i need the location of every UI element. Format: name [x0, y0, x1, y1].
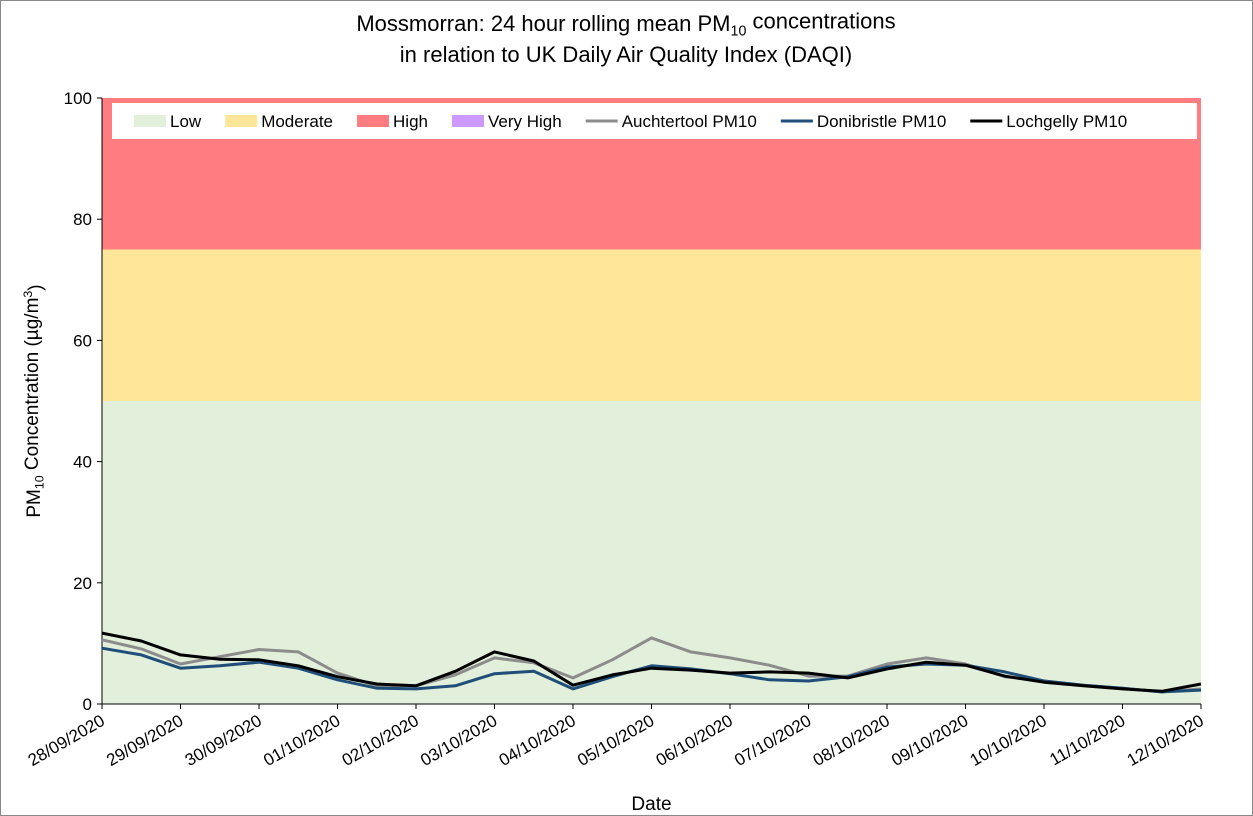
legend-swatch: [134, 115, 166, 127]
y-tick-label: 20: [73, 574, 92, 593]
y-tick-label: 80: [73, 210, 92, 229]
legend-label: Moderate: [261, 112, 333, 131]
chart-title: Mossmorran: 24 hour rolling mean PM10 co…: [356, 9, 895, 40]
legend-swatch: [357, 115, 390, 127]
series-line: [101, 631, 1202, 693]
y-tick-label: 60: [73, 331, 92, 350]
legend-label: Low: [170, 112, 202, 131]
band: [102, 249, 1201, 401]
legend-label: High: [393, 112, 428, 131]
y-tick-label: 40: [73, 453, 92, 472]
y-tick-label: 100: [64, 89, 92, 108]
text-part: ): [25, 284, 46, 290]
legend-swatch: [451, 115, 484, 127]
series-line: [101, 646, 1202, 694]
text-part: Mossmorran: 24 hour rolling mean PM: [356, 11, 730, 36]
text-part: PM: [24, 489, 45, 518]
legend-swatch: [225, 115, 258, 127]
x-axis-title: Date: [631, 794, 671, 815]
y-axis-title: PM10 Concentration (µg/m3): [21, 284, 47, 517]
text-part: 10: [33, 475, 47, 489]
text-part: in relation to UK Daily Air Quality Inde…: [400, 42, 852, 67]
legend-label: Very High: [488, 112, 562, 131]
band: [102, 401, 1201, 704]
legend: Low Moderate High Very High Auchtertool PM10…: [112, 103, 1197, 139]
text-part: 10: [731, 23, 747, 39]
chart-title: in relation to UK Daily Air Quality Inde…: [400, 42, 852, 67]
legend-label: Auchtertool PM10: [622, 112, 757, 131]
legend-label: Lochgelly PM10: [1006, 112, 1127, 131]
legend-box: [112, 103, 1197, 139]
text-part: Concentration (µg/m: [22, 298, 43, 476]
text-part: 3: [21, 291, 35, 298]
text-part: concentrations: [746, 9, 895, 34]
y-tick-label: 0: [83, 695, 92, 714]
legend-label: Donibristle PM10: [817, 112, 946, 131]
